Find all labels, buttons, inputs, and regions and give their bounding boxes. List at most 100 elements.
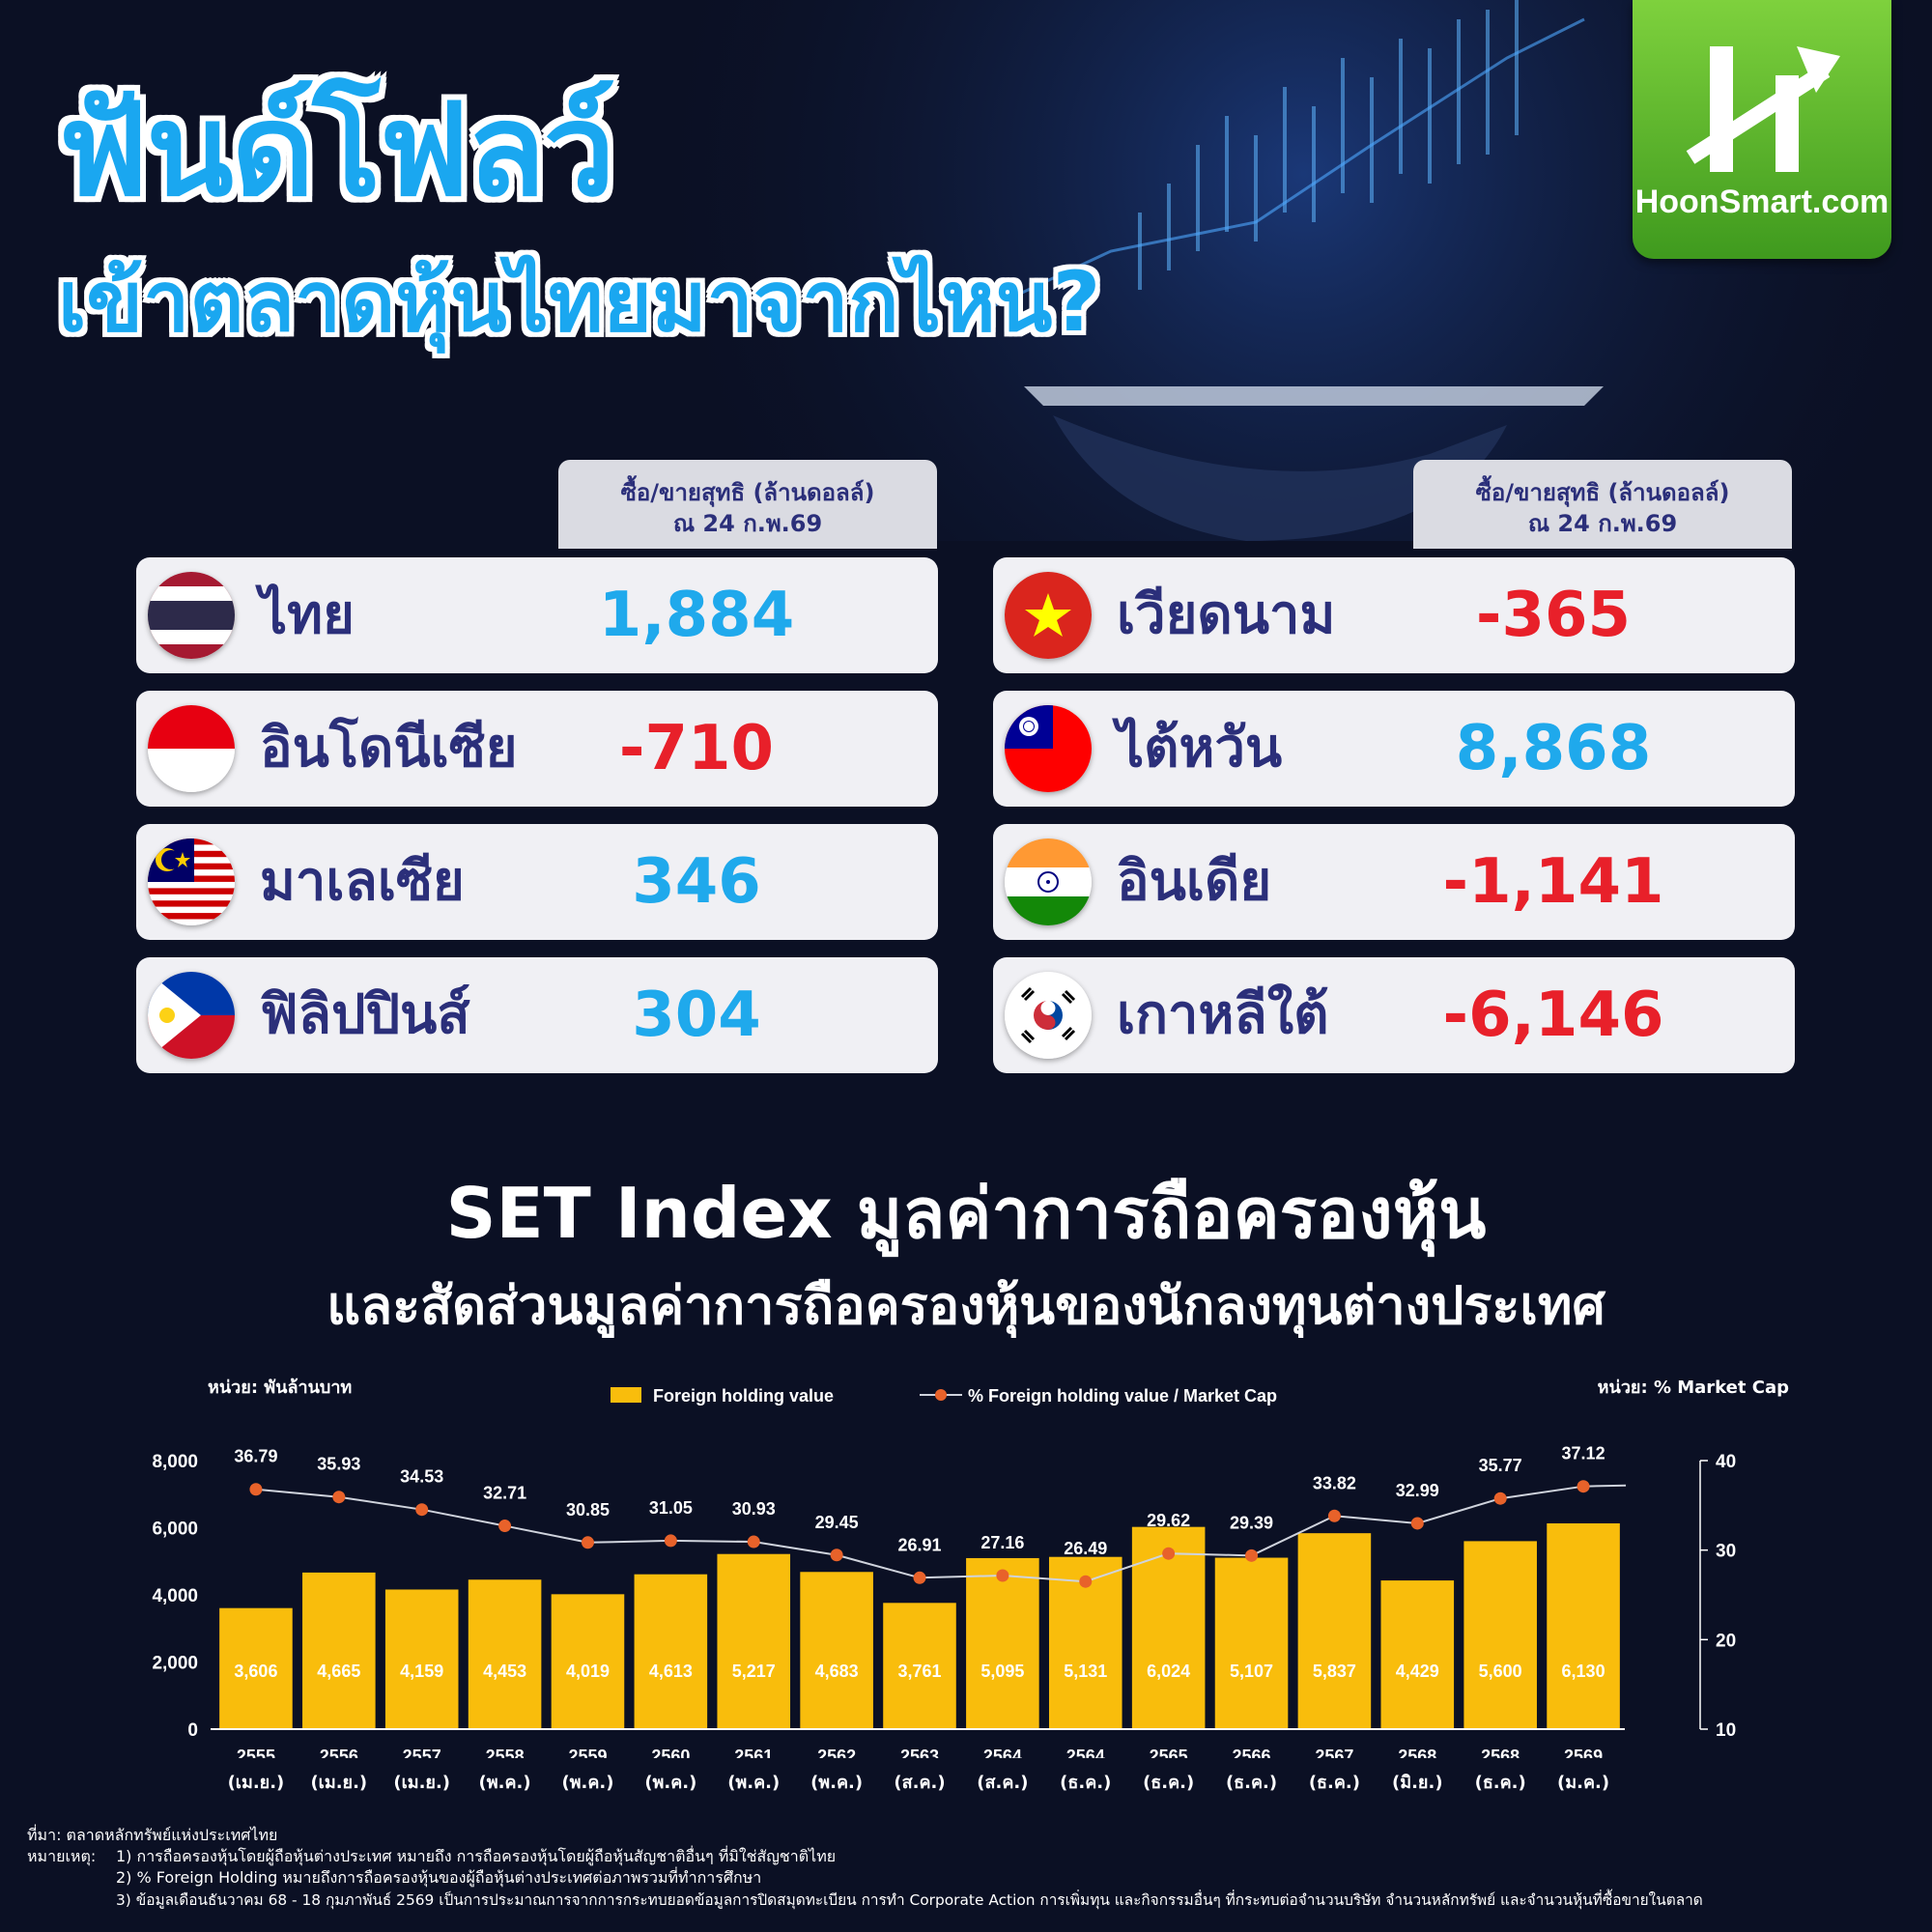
left-axis-tick: 0 <box>187 1720 198 1741</box>
x-tick-month: (พ.ค.) <box>644 1773 697 1793</box>
bar-value-label: 4,613 <box>649 1662 693 1681</box>
x-tick-year: 2567 <box>1315 1747 1353 1758</box>
line-value-label: 32.99 <box>1396 1481 1439 1500</box>
line-marker <box>332 1491 346 1504</box>
x-tick-month: (ธ.ค.) <box>1474 1773 1526 1793</box>
line-value-label: 34.53 <box>400 1467 443 1487</box>
left-axis-unit: หน่วย: พันล้านบาท <box>208 1378 352 1398</box>
legend-bar-swatch <box>611 1387 641 1403</box>
thailand-flag-icon <box>148 572 235 659</box>
column-header-date: ณ 24 ก.พ.69 <box>672 510 823 537</box>
left-axis-tick: 4,000 <box>152 1586 198 1606</box>
left-axis-tick: 6,000 <box>152 1520 198 1540</box>
line-marker <box>1577 1480 1590 1493</box>
right-axis-tick: 30 <box>1716 1542 1736 1562</box>
net-flow-value: 8,868 <box>1455 713 1652 784</box>
line-value-label: 32.71 <box>483 1484 526 1503</box>
line-marker <box>498 1520 512 1533</box>
bar-value-label: 4,683 <box>815 1662 859 1681</box>
chart-section-subtitle: และสัดส่วนมูลค่าการถือครองหุ้นของนักลงทุ… <box>327 1275 1605 1336</box>
x-tick-month: (เม.ย.) <box>393 1773 451 1793</box>
bar <box>1463 1541 1537 1729</box>
bar <box>1131 1526 1206 1729</box>
net-flow-value: -1,141 <box>1442 846 1664 918</box>
line-marker <box>830 1548 843 1562</box>
legend-line-marker <box>935 1389 947 1401</box>
country-row-korea: เกาหลีใต้ -6,146 <box>993 957 1795 1073</box>
country-name: มาเลเซีย <box>260 850 465 913</box>
line-value-label: 36.79 <box>234 1447 277 1466</box>
x-tick-year: 2557 <box>403 1747 441 1758</box>
line-value-label: 37.12 <box>1562 1444 1605 1463</box>
bar <box>966 1557 1039 1729</box>
bar-value-label: 5,095 <box>980 1662 1024 1681</box>
foreign-holding-chart: หน่วย: พันล้านบาท หน่วย: % Market Cap Fore… <box>152 1378 1789 1758</box>
line-marker <box>415 1503 429 1517</box>
net-flow-value: -710 <box>618 713 775 784</box>
x-tick-year: 2555 <box>237 1747 275 1758</box>
bar-value-label: 5,107 <box>1230 1662 1273 1681</box>
bar-value-label: 6,130 <box>1562 1662 1605 1681</box>
line-value-label: 35.93 <box>317 1455 360 1474</box>
x-tick-month: (พ.ค.) <box>478 1773 531 1793</box>
column-header-date: ณ 24 ก.พ.69 <box>1527 510 1678 537</box>
bar <box>800 1572 873 1729</box>
net-flow-value: 304 <box>632 980 761 1051</box>
bar <box>883 1603 956 1729</box>
country-row-thailand: ไทย 1,884 <box>136 557 938 673</box>
bar <box>302 1572 376 1729</box>
x-tick-year: 2564 <box>983 1747 1022 1758</box>
x-tick-year: 2563 <box>900 1747 939 1758</box>
bar <box>717 1553 791 1729</box>
bar <box>1297 1533 1372 1729</box>
line-series <box>255 1484 1627 1583</box>
right-axis-tick: 40 <box>1716 1452 1736 1472</box>
tablet-decoration <box>1024 386 1604 406</box>
country-row-taiwan: ไต้หวัน 8,868 <box>993 691 1795 807</box>
country-name: ฟิลิปปินส์ <box>260 983 470 1046</box>
line-value-label: 30.85 <box>566 1500 610 1520</box>
bar <box>1214 1557 1289 1729</box>
main-subtitle: เข้าตลาดหุ้นไทยมาจากไหน? <box>58 254 1101 351</box>
x-tick-year: 2565 <box>1150 1747 1188 1758</box>
country-name: เกาหลีใต้ <box>1117 983 1329 1046</box>
line-value-label: 31.05 <box>649 1498 693 1518</box>
line-marker <box>913 1571 926 1584</box>
legend-bar-label: Foreign holding value <box>653 1386 834 1406</box>
bar <box>468 1579 542 1729</box>
bar-value-label: 4,159 <box>400 1662 443 1681</box>
bar-value-label: 6,024 <box>1147 1662 1190 1681</box>
x-tick-year: 2558 <box>486 1747 525 1758</box>
country-row-india: อินเดีย -1,141 <box>993 824 1795 940</box>
x-tick-month: (ส.ค.) <box>977 1773 1029 1793</box>
vietnam-flag-icon <box>1005 572 1092 659</box>
x-tick-year: 2568 <box>1398 1747 1436 1758</box>
country-name: อินโดนีเซีย <box>260 717 518 780</box>
line-value-label: 29.39 <box>1230 1513 1273 1532</box>
x-tick-month: (มิ.ย.) <box>1392 1773 1443 1793</box>
column-header-label: ซื้อ/ขายสุทธิ (ล้านดอลล์) <box>1475 479 1730 506</box>
bar-value-label: 4,019 <box>566 1662 610 1681</box>
net-flow-value: -6,146 <box>1442 980 1664 1051</box>
net-flow-value: 1,884 <box>598 580 795 651</box>
bar <box>219 1607 293 1729</box>
line-marker <box>1493 1492 1507 1505</box>
x-tick-month: (เม.ย.) <box>227 1773 285 1793</box>
net-flow-value: -365 <box>1475 580 1632 651</box>
line-marker <box>1162 1547 1176 1560</box>
bar <box>1380 1580 1455 1729</box>
candlestick-decoration <box>1138 0 1519 290</box>
philippines-flag-icon <box>148 972 235 1059</box>
bar-value-label: 5,837 <box>1313 1662 1356 1681</box>
line-value-label: 35.77 <box>1479 1456 1522 1475</box>
chart-section-title: SET Index มูลค่าการถือครองหุ้น <box>445 1173 1487 1254</box>
line-marker <box>996 1569 1009 1582</box>
x-tick-month-row: (เม.ย.) (เม.ย.) (เม.ย.) (พ.ค.) (พ.ค.) (พ.ค.) (… <box>0 1768 1932 1797</box>
line-value-label: 30.93 <box>732 1499 776 1519</box>
left-column-header: ซื้อ/ขายสุทธิ (ล้านดอลล์) ณ 24 ก.พ.69 <box>558 460 937 549</box>
line-value-label: 27.16 <box>980 1533 1024 1552</box>
x-tick-month: (เม.ย.) <box>310 1773 368 1793</box>
x-tick-year: 2556 <box>320 1747 358 1758</box>
line-marker <box>1327 1509 1341 1522</box>
x-tick-month: (ส.ค.) <box>894 1773 946 1793</box>
